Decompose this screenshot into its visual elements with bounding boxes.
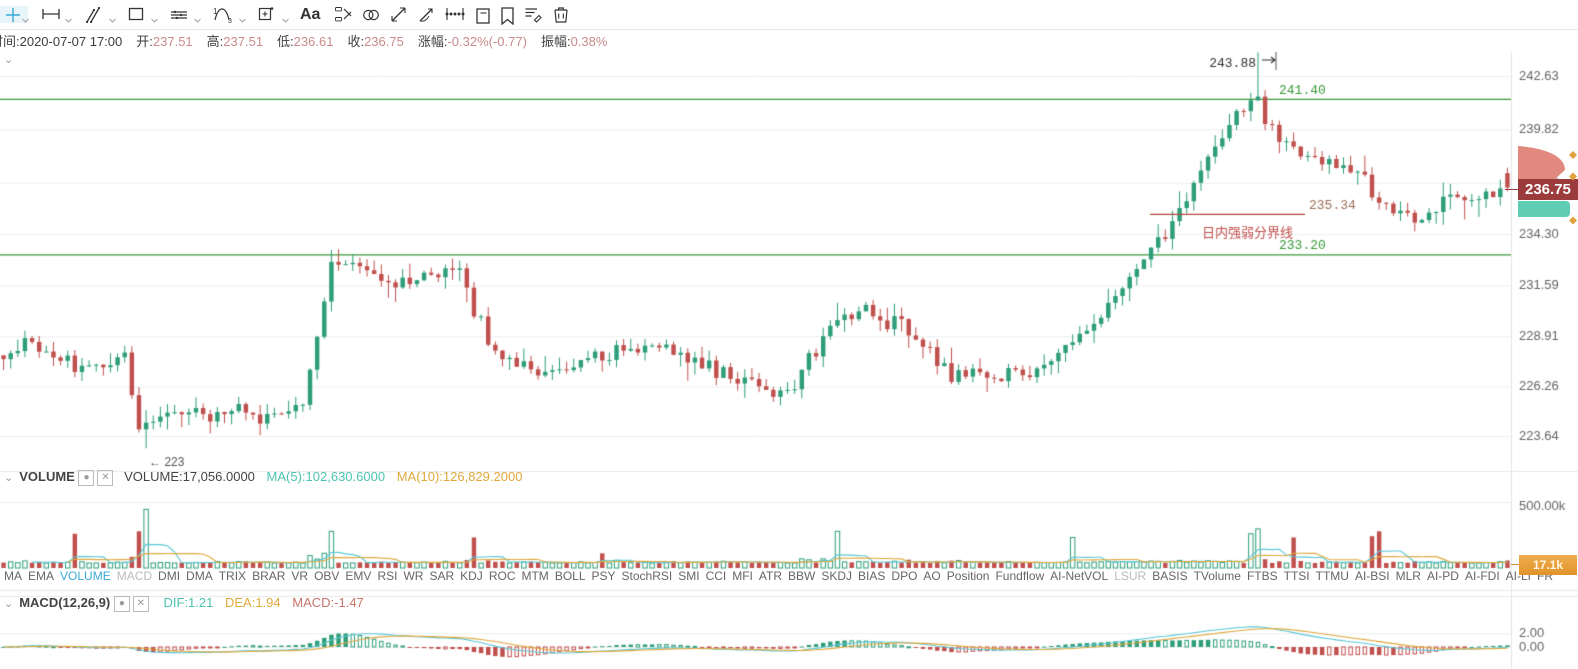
svg-text:236.75: 236.75: [1525, 181, 1571, 198]
svg-text:3: 3: [228, 18, 232, 23]
svg-text:1: 1: [213, 7, 218, 16]
